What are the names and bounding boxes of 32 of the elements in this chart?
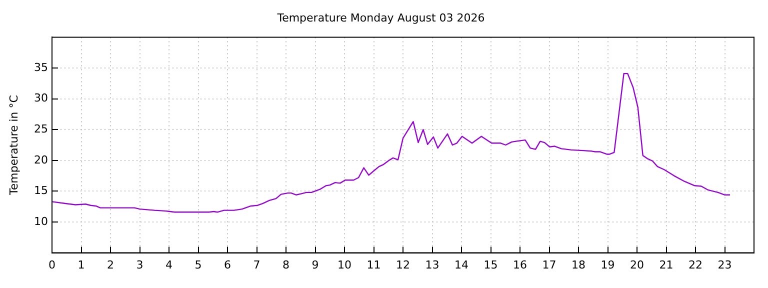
y-tick-label: 20	[34, 153, 48, 166]
x-tick-label: 16	[513, 258, 527, 272]
y-tick-label: 35	[34, 60, 48, 74]
x-tick-label: 21	[659, 258, 674, 272]
x-tick-label: 13	[425, 258, 440, 272]
x-tick-label: 10	[338, 258, 352, 272]
x-tick-label: 9	[312, 258, 319, 272]
x-tick-label: 18	[572, 258, 586, 272]
x-tick-label: 14	[454, 258, 468, 272]
y-tick-label: 10	[34, 214, 48, 228]
x-tick-label: 8	[282, 258, 290, 272]
x-tick-label: 22	[688, 258, 702, 272]
x-tick-label: 5	[194, 258, 202, 272]
x-tick-label: 19	[600, 258, 615, 272]
y-tick-label: 25	[34, 122, 48, 136]
y-tick-label: 30	[34, 92, 48, 105]
x-tick-label: 23	[718, 258, 732, 272]
x-tick-label: 1	[78, 258, 85, 272]
chart-title: Temperature Monday August 03 2026	[276, 11, 485, 24]
x-tick-label: 4	[166, 258, 172, 272]
x-tick-label: 20	[630, 258, 644, 272]
x-tick-label: 15	[484, 258, 498, 272]
x-tick-label: 2	[107, 258, 114, 272]
x-tick-label: 17	[542, 258, 556, 272]
x-tick-label: 12	[396, 258, 410, 272]
x-tick-label: 3	[136, 258, 144, 272]
x-tick-label: 0	[48, 258, 56, 272]
y-axis-title: Temperature in °C	[7, 94, 20, 196]
x-tick-label: 7	[253, 258, 260, 272]
x-tick-label: 11	[366, 258, 381, 272]
y-tick-label: 15	[34, 184, 48, 198]
x-tick-label: 6	[224, 258, 231, 272]
